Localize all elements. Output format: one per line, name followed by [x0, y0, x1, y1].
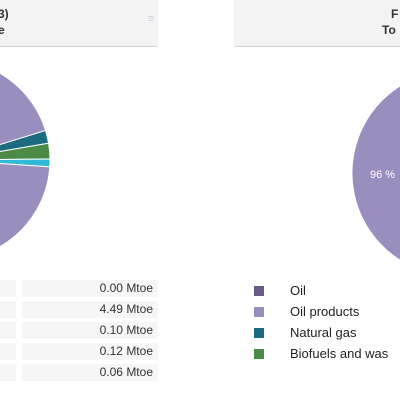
table-value: 0.00 Mtoe [99, 281, 153, 295]
table-value: 0.06 Mtoe [99, 365, 153, 379]
chart-menu-icon[interactable]: ≡ [148, 13, 155, 25]
table-row: 0.00 Mtoe [0, 278, 160, 299]
pie-slice-oil-products[interactable] [351, 70, 400, 276]
legend-label: Biofuels and was [290, 346, 389, 361]
table-row: 0.12 Mtoe [0, 341, 160, 362]
right-chart-subtitle: To [382, 23, 396, 37]
table-row: 4.49 Mtoe [0, 299, 160, 320]
left-pie-chart [0, 60, 51, 260]
legend-swatch [254, 328, 264, 338]
left-chart-title: 3) [0, 7, 9, 21]
right-chart-header: F To [234, 0, 400, 47]
table-value: 4.49 Mtoe [99, 302, 153, 316]
left-chart-subtitle: e [0, 23, 5, 37]
pie-slice-oil-products[interactable] [0, 60, 51, 260]
legend-item[interactable]: Natural gas [250, 323, 400, 344]
legend-label: Oil [290, 283, 306, 298]
right-pie-chart [351, 70, 400, 276]
table-row: 0.06 Mtoe [0, 362, 160, 383]
legend-label: Natural gas [290, 325, 357, 340]
legend-swatch [254, 286, 264, 296]
left-chart-header: 3) e ≡ [0, 0, 158, 47]
legend-swatch [254, 307, 264, 317]
legend-item[interactable]: Oil [250, 281, 400, 302]
legend-item[interactable]: Biofuels and was [250, 344, 400, 365]
right-chart-title: F [391, 7, 399, 21]
value-table: 0.00 Mtoe 4.49 Mtoe 0.10 Mtoe 0.12 Mtoe … [0, 278, 160, 383]
legend-swatch [254, 349, 264, 359]
table-value: 0.10 Mtoe [99, 323, 153, 337]
pie-data-label: 96 % [370, 169, 395, 181]
legend-label: Oil products [290, 304, 360, 319]
table-row: 0.10 Mtoe [0, 320, 160, 341]
table-value: 0.12 Mtoe [99, 344, 153, 358]
legend-item[interactable]: Oil products [250, 302, 400, 323]
chart-legend: Oil Oil products Natural gas Biofuels an… [250, 281, 400, 365]
